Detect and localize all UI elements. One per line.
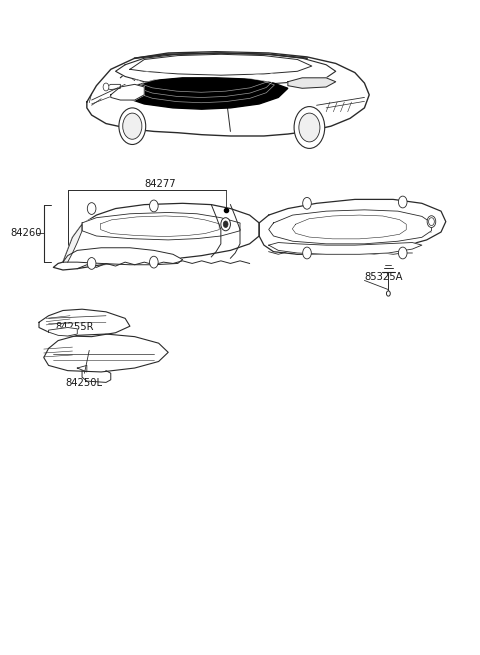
Circle shape — [303, 247, 312, 259]
Polygon shape — [63, 224, 82, 262]
Polygon shape — [48, 328, 77, 336]
Circle shape — [150, 256, 158, 268]
Text: 84255R: 84255R — [56, 322, 94, 333]
Circle shape — [87, 202, 96, 214]
Circle shape — [150, 200, 158, 212]
Polygon shape — [130, 54, 312, 75]
Text: 84277: 84277 — [144, 179, 176, 189]
Polygon shape — [111, 84, 144, 100]
Circle shape — [87, 257, 96, 269]
Circle shape — [294, 107, 324, 149]
Circle shape — [119, 108, 146, 145]
Polygon shape — [44, 334, 168, 372]
Circle shape — [223, 221, 228, 227]
Circle shape — [221, 217, 230, 231]
Circle shape — [427, 215, 436, 227]
Circle shape — [103, 83, 109, 91]
Polygon shape — [288, 78, 336, 88]
Circle shape — [429, 217, 434, 225]
Polygon shape — [125, 78, 288, 109]
Polygon shape — [269, 210, 432, 244]
Circle shape — [398, 247, 407, 259]
Polygon shape — [87, 52, 369, 136]
Polygon shape — [269, 242, 422, 254]
Text: 84260: 84260 — [10, 229, 42, 238]
Polygon shape — [259, 199, 446, 254]
Circle shape — [123, 113, 142, 140]
Text: 84250L: 84250L — [65, 378, 102, 388]
Text: 85325A: 85325A — [364, 272, 403, 282]
Circle shape — [299, 113, 320, 142]
Polygon shape — [116, 53, 336, 86]
Circle shape — [398, 196, 407, 208]
Circle shape — [386, 291, 390, 296]
Polygon shape — [53, 203, 259, 270]
Polygon shape — [82, 212, 240, 240]
Polygon shape — [63, 248, 182, 265]
Polygon shape — [39, 309, 130, 337]
Circle shape — [303, 197, 312, 209]
